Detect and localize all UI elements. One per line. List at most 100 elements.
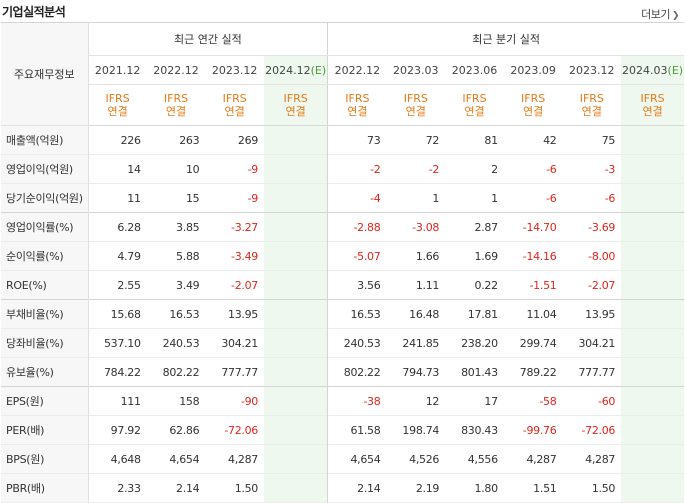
quarter-value-cell: [621, 299, 684, 329]
quarter-group-header: 최근 분기 실적: [327, 22, 684, 56]
quarter-value-cell: -2.07: [588, 278, 616, 292]
annual-value-cell: 158: [146, 386, 206, 416]
quarter-value-cell: 2.19: [415, 481, 440, 495]
quarter-value-cell: 16.53: [327, 299, 387, 329]
annual-value-cell: 97.92: [110, 423, 141, 437]
quarter-value-cell: 1.80: [474, 481, 499, 495]
annual-value-cell: 4,648: [110, 452, 141, 466]
annual-period-header: 2023.12: [205, 55, 265, 85]
row-label: 당좌비율(%): [1, 328, 89, 358]
ifrs-line: IFRS: [640, 92, 665, 105]
table-row: BPS(원) 4,648 4,654 4,287 4,654 4,526 4,556 4,28…: [1, 444, 684, 474]
annual-value-cell: -3.27: [205, 212, 265, 242]
quarter-value-cell: 11.04: [503, 299, 563, 329]
annual-value-cell: 111: [88, 386, 147, 416]
quarter-value-cell: 4,654: [327, 444, 387, 474]
consolidated-line: 연결: [523, 105, 544, 118]
quarter-value-cell: 0.22: [474, 278, 499, 292]
annual-value-cell: 777.77: [221, 365, 259, 379]
quarter-value-cell: 304.21: [578, 336, 616, 350]
annual-group-header: 최근 연간 실적: [88, 22, 328, 56]
table-row: 매출액(억원) 226 263 269 73 72 81 42 75: [1, 125, 684, 155]
quarter-period-header: 2023.03: [386, 55, 446, 85]
annual-period-header: 2022.12: [146, 55, 206, 85]
quarter-value-cell: 17.81: [445, 299, 504, 329]
ifrs-basis-label: IFRS 연결: [88, 84, 147, 126]
annual-value-cell: 4,654: [169, 452, 200, 466]
quarter-value-cell: -2: [327, 154, 387, 184]
chevron-right-icon: ❯: [671, 11, 680, 21]
annual-value-cell: -72.06: [224, 423, 259, 437]
quarter-value-cell: [621, 415, 684, 445]
quarter-value-cell: -2.88: [327, 212, 387, 242]
quarter-value-cell: -38: [327, 386, 387, 416]
ifrs-line: IFRS: [163, 92, 189, 105]
more-link[interactable]: 더보기 ❯: [641, 6, 679, 22]
quarter-value-cell: 1.69: [474, 249, 499, 263]
annual-value-cell: 2.33: [117, 481, 141, 495]
quarter-value-cell: 12: [386, 386, 446, 416]
quarter-value-cell: -3.08: [386, 212, 446, 242]
ifrs-basis-label: IFRS 연결: [621, 84, 684, 126]
annual-period-header: 2024.12(E): [264, 55, 328, 85]
quarter-value-cell: 1.11: [415, 278, 440, 292]
consolidated-line: 연결: [165, 105, 187, 118]
consolidated-line: 연결: [285, 105, 306, 118]
annual-value-cell: 3.49: [176, 278, 200, 292]
estimate-mark: (E): [310, 63, 327, 77]
annual-value-cell: 14: [127, 162, 141, 176]
consolidated-line: 연결: [405, 105, 426, 118]
quarter-value-cell: 81: [484, 133, 498, 147]
estimate-mark: (E): [667, 63, 684, 77]
annual-value-cell: 802.22: [162, 365, 200, 379]
annual-value-cell: 10: [185, 162, 200, 176]
annual-value-cell: [264, 212, 328, 242]
ifrs-line: IFRS: [283, 92, 308, 105]
quarter-value-cell: 789.22: [519, 365, 557, 379]
ifrs-basis-label: IFRS 연결: [386, 84, 446, 126]
consolidated-line: 연결: [107, 105, 128, 118]
quarter-value-cell: [621, 212, 684, 242]
quarter-value-cell: 3.56: [327, 270, 387, 300]
row-label: 영업이익률(%): [1, 212, 89, 242]
quarter-value-cell: -5.07: [327, 241, 387, 271]
table-row: 영업이익률(%) 6.28 3.85 -3.27 -2.88 -3.08 2.87 -14.7…: [1, 212, 684, 242]
quarter-value-cell: 72: [425, 133, 440, 147]
annual-period-header: 2021.12: [88, 55, 147, 85]
table-row: 부채비율(%) 15.68 16.53 13.95 16.53 16.48 17.81 11.…: [1, 299, 684, 329]
period-label: 2024.03: [622, 63, 668, 77]
financial-summary-table: 주요재무정보 최근 연간 실적 최근 분기 실적 2021.12 2022.12 2…: [1, 22, 684, 503]
quarter-value-cell: [621, 444, 684, 474]
quarter-value-cell: 241.85: [402, 336, 440, 350]
table-row: 당기순이익(억원) 11 15 -9 -4 1 1 -6 -6: [1, 183, 684, 213]
quarter-value-cell: 73: [327, 125, 387, 155]
annual-value-cell: 784.22: [103, 365, 141, 379]
quarter-value-cell: 830.43: [461, 423, 498, 437]
quarter-value-cell: 1.51: [533, 481, 557, 495]
table-row: PER(배) 97.92 62.86 -72.06 61.58 198.74 830.43 -…: [1, 415, 684, 445]
annual-value-cell: [264, 154, 328, 184]
row-label: 유보율(%): [1, 357, 89, 387]
annual-value-cell: [264, 415, 328, 445]
quarter-value-cell: -99.76: [522, 423, 557, 437]
annual-value-cell: -3.49: [231, 249, 259, 263]
row-label: 매출액(억원): [1, 125, 89, 155]
quarter-value-cell: 4,526: [409, 452, 440, 466]
table-row: 영업이익(억원) 14 10 -9 -2 -2 2 -6 -3: [1, 154, 684, 184]
annual-value-cell: -90: [205, 386, 265, 416]
ifrs-line: IFRS: [345, 92, 370, 105]
ifrs-basis-label: IFRS 연결: [562, 84, 622, 126]
ifrs-line: IFRS: [105, 92, 130, 105]
quarter-value-cell: 794.73: [402, 365, 440, 379]
annual-value-cell: 15: [185, 191, 200, 205]
quarter-value-cell: 1.66: [415, 249, 440, 263]
annual-value-cell: 6.28: [88, 212, 147, 242]
quarter-value-cell: [621, 386, 684, 416]
row-label: 당기순이익(억원): [1, 183, 89, 213]
annual-value-cell: [264, 270, 328, 300]
annual-value-cell: 3.85: [146, 212, 206, 242]
quarter-value-cell: -58: [503, 386, 563, 416]
annual-value-cell: 5.88: [176, 249, 200, 263]
quarter-value-cell: -60: [562, 386, 622, 416]
row-label: PER(배): [1, 415, 89, 445]
